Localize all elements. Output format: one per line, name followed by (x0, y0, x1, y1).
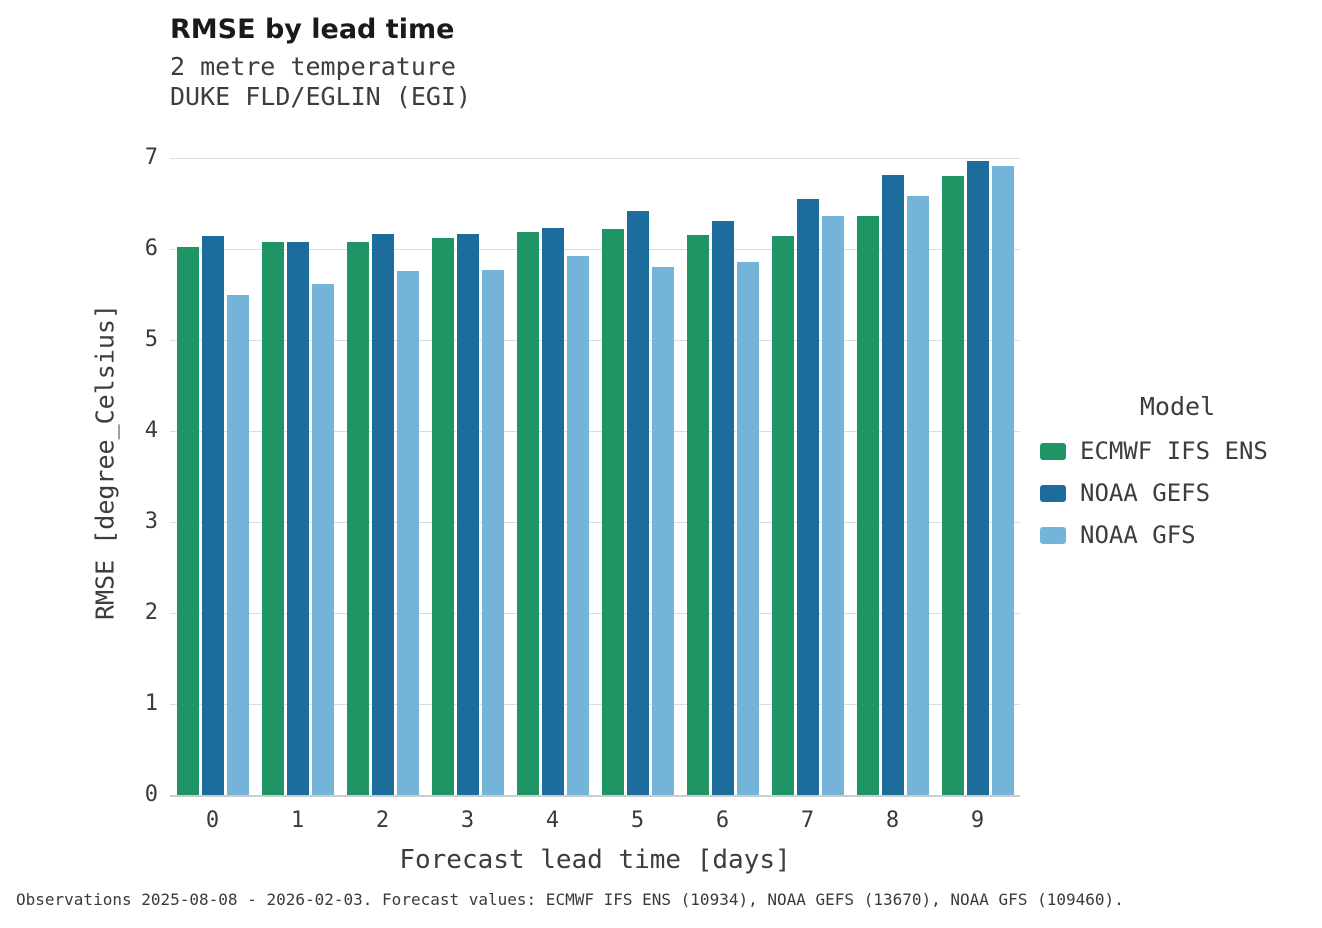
plot-area: 0 1 2 3 4 5 6 7 0 1 2 3 4 5 6 7 8 9 (145, 128, 1020, 833)
legend-entry: ECMWF IFS ENS (1040, 437, 1315, 465)
legend-swatch (1040, 526, 1066, 544)
legend-entry: NOAA GFS (1040, 521, 1315, 549)
legend-label: NOAA GFS (1080, 521, 1196, 549)
x-tick-label: 0 (205, 808, 220, 833)
bar-ecmwf-ifs-ens-day8 (856, 216, 879, 795)
bar-noaa-gefs-day0 (201, 236, 224, 795)
bar-ecmwf-ifs-ens-day9 (941, 176, 964, 795)
legend-label: ECMWF IFS ENS (1080, 437, 1268, 465)
y-tick-label: 6 (144, 236, 158, 261)
gridline (170, 522, 1020, 523)
footer-note: Observations 2025-08-08 - 2026-02-03. Fo… (16, 890, 1124, 909)
bar-ecmwf-ifs-ens-day7 (771, 236, 794, 795)
bar-noaa-gefs-day6 (711, 220, 734, 795)
y-tick-label: 0 (144, 782, 158, 807)
x-tick-label: 4 (545, 808, 560, 833)
x-tick-label: 6 (715, 808, 730, 833)
gridline (170, 249, 1020, 250)
x-tick-label: 5 (630, 808, 645, 833)
bar-noaa-gfs-day1 (311, 283, 334, 795)
bar-ecmwf-ifs-ens-day2 (346, 241, 369, 795)
gridline (170, 613, 1020, 614)
x-tick-label: 8 (885, 808, 900, 833)
bar-noaa-gfs-day4 (566, 256, 589, 795)
y-tick-label: 2 (144, 600, 158, 625)
legend-label: NOAA GEFS (1080, 479, 1211, 507)
y-tick-label: 5 (144, 327, 158, 352)
gridline (170, 340, 1020, 341)
bar-noaa-gfs-day3 (481, 269, 504, 795)
bar-ecmwf-ifs-ens-day0 (176, 247, 199, 795)
chart-title: RMSE by lead time (170, 14, 455, 45)
bar-noaa-gefs-day9 (966, 160, 989, 795)
gridline (170, 431, 1020, 432)
legend-swatch (1040, 442, 1066, 460)
legend-entry: NOAA GEFS (1040, 479, 1315, 507)
bar-noaa-gfs-day5 (651, 267, 674, 795)
bar-noaa-gfs-day8 (906, 196, 929, 795)
bar-ecmwf-ifs-ens-day3 (431, 238, 454, 795)
gridline (170, 158, 1020, 159)
bar-noaa-gfs-day6 (736, 261, 759, 795)
y-tick-label: 1 (144, 691, 158, 716)
bar-noaa-gefs-day5 (626, 210, 649, 795)
bar-noaa-gfs-day2 (396, 270, 419, 795)
chart-subtitle-variable: 2 metre temperature (170, 52, 456, 81)
x-tick-label: 2 (375, 808, 390, 833)
y-tick-label: 4 (144, 418, 158, 443)
x-tick-label: 7 (800, 808, 815, 833)
bar-noaa-gefs-day3 (456, 234, 479, 795)
bar-noaa-gfs-day7 (821, 216, 844, 795)
x-tick-label: 9 (970, 808, 985, 833)
bar-noaa-gfs-day0 (226, 295, 249, 795)
x-axis-label: Forecast lead time [days] (399, 845, 791, 875)
gridline (170, 704, 1020, 705)
bar-noaa-gefs-day1 (286, 241, 309, 795)
bar-noaa-gfs-day9 (991, 166, 1014, 795)
bar-ecmwf-ifs-ens-day1 (261, 241, 284, 795)
y-tick-label: 3 (144, 509, 158, 534)
chart-subtitle-station: DUKE FLD/EGLIN (EGI) (170, 82, 472, 111)
legend-entries: ECMWF IFS ENS NOAA GEFS NOAA GFS (1040, 437, 1315, 549)
bar-ecmwf-ifs-ens-day5 (601, 228, 624, 795)
bar-noaa-gefs-day4 (541, 228, 564, 795)
legend-title: Model (1139, 392, 1216, 421)
x-tick-label: 1 (290, 808, 305, 833)
x-tick-label: 3 (460, 808, 475, 833)
bar-noaa-gefs-day2 (371, 234, 394, 795)
bar-noaa-gefs-day8 (881, 175, 904, 795)
bar-ecmwf-ifs-ens-day6 (686, 235, 709, 795)
legend-swatch (1040, 484, 1066, 502)
bar-noaa-gefs-day7 (796, 198, 819, 795)
y-tick-label: 7 (144, 145, 158, 170)
legend: Model ECMWF IFS ENS NOAA GEFS NOAA GFS (1040, 392, 1315, 563)
bar-ecmwf-ifs-ens-day4 (516, 231, 539, 795)
